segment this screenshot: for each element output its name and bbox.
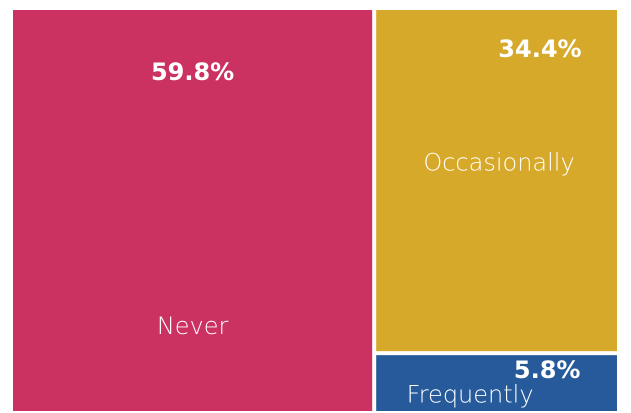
category-label: Occasionally — [423, 149, 574, 177]
value-label: 59.8% — [151, 58, 234, 86]
treemap-tile — [376, 355, 617, 411]
value-label: 5.8% — [514, 356, 581, 384]
value-label: 34.4% — [498, 35, 581, 63]
treemap-tile — [376, 10, 617, 352]
category-label: Frequently — [407, 380, 534, 408]
category-label: Never — [157, 312, 229, 340]
treemap-tile — [13, 10, 373, 411]
